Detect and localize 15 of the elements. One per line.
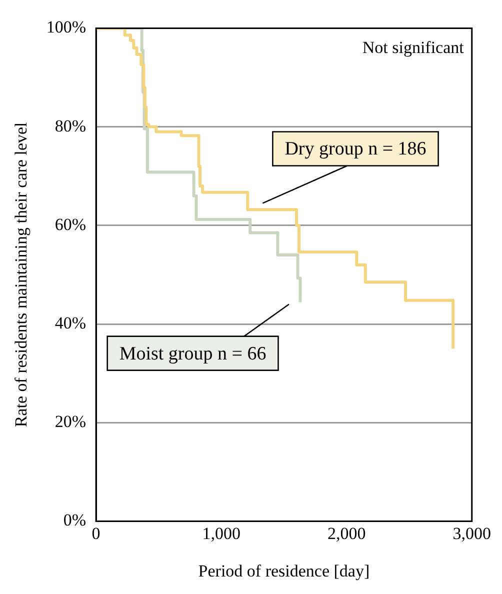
y-axis-title: Rate of residents maintaining their care level bbox=[12, 122, 31, 428]
x-tick-label: 0 bbox=[92, 524, 100, 543]
annotation: Not significant bbox=[362, 38, 464, 58]
y-tick-label: 100% bbox=[46, 18, 86, 37]
x-tick-label: 2,000 bbox=[327, 524, 366, 543]
x-axis-title: Period of residence [day] bbox=[198, 561, 370, 580]
y-tick-label: 0% bbox=[63, 510, 86, 530]
y-tick-label: 20% bbox=[54, 412, 86, 432]
y-tick-label: 40% bbox=[54, 313, 86, 332]
x-tick-label: 1,000 bbox=[202, 524, 240, 543]
y-tick-label: 60% bbox=[54, 214, 86, 234]
y-tick-label: 80% bbox=[54, 116, 86, 136]
text: Moist group n = 66 bbox=[119, 343, 266, 364]
text: Dry group n = 186 bbox=[284, 138, 426, 160]
x-tick-label: 3,000 bbox=[452, 524, 491, 543]
